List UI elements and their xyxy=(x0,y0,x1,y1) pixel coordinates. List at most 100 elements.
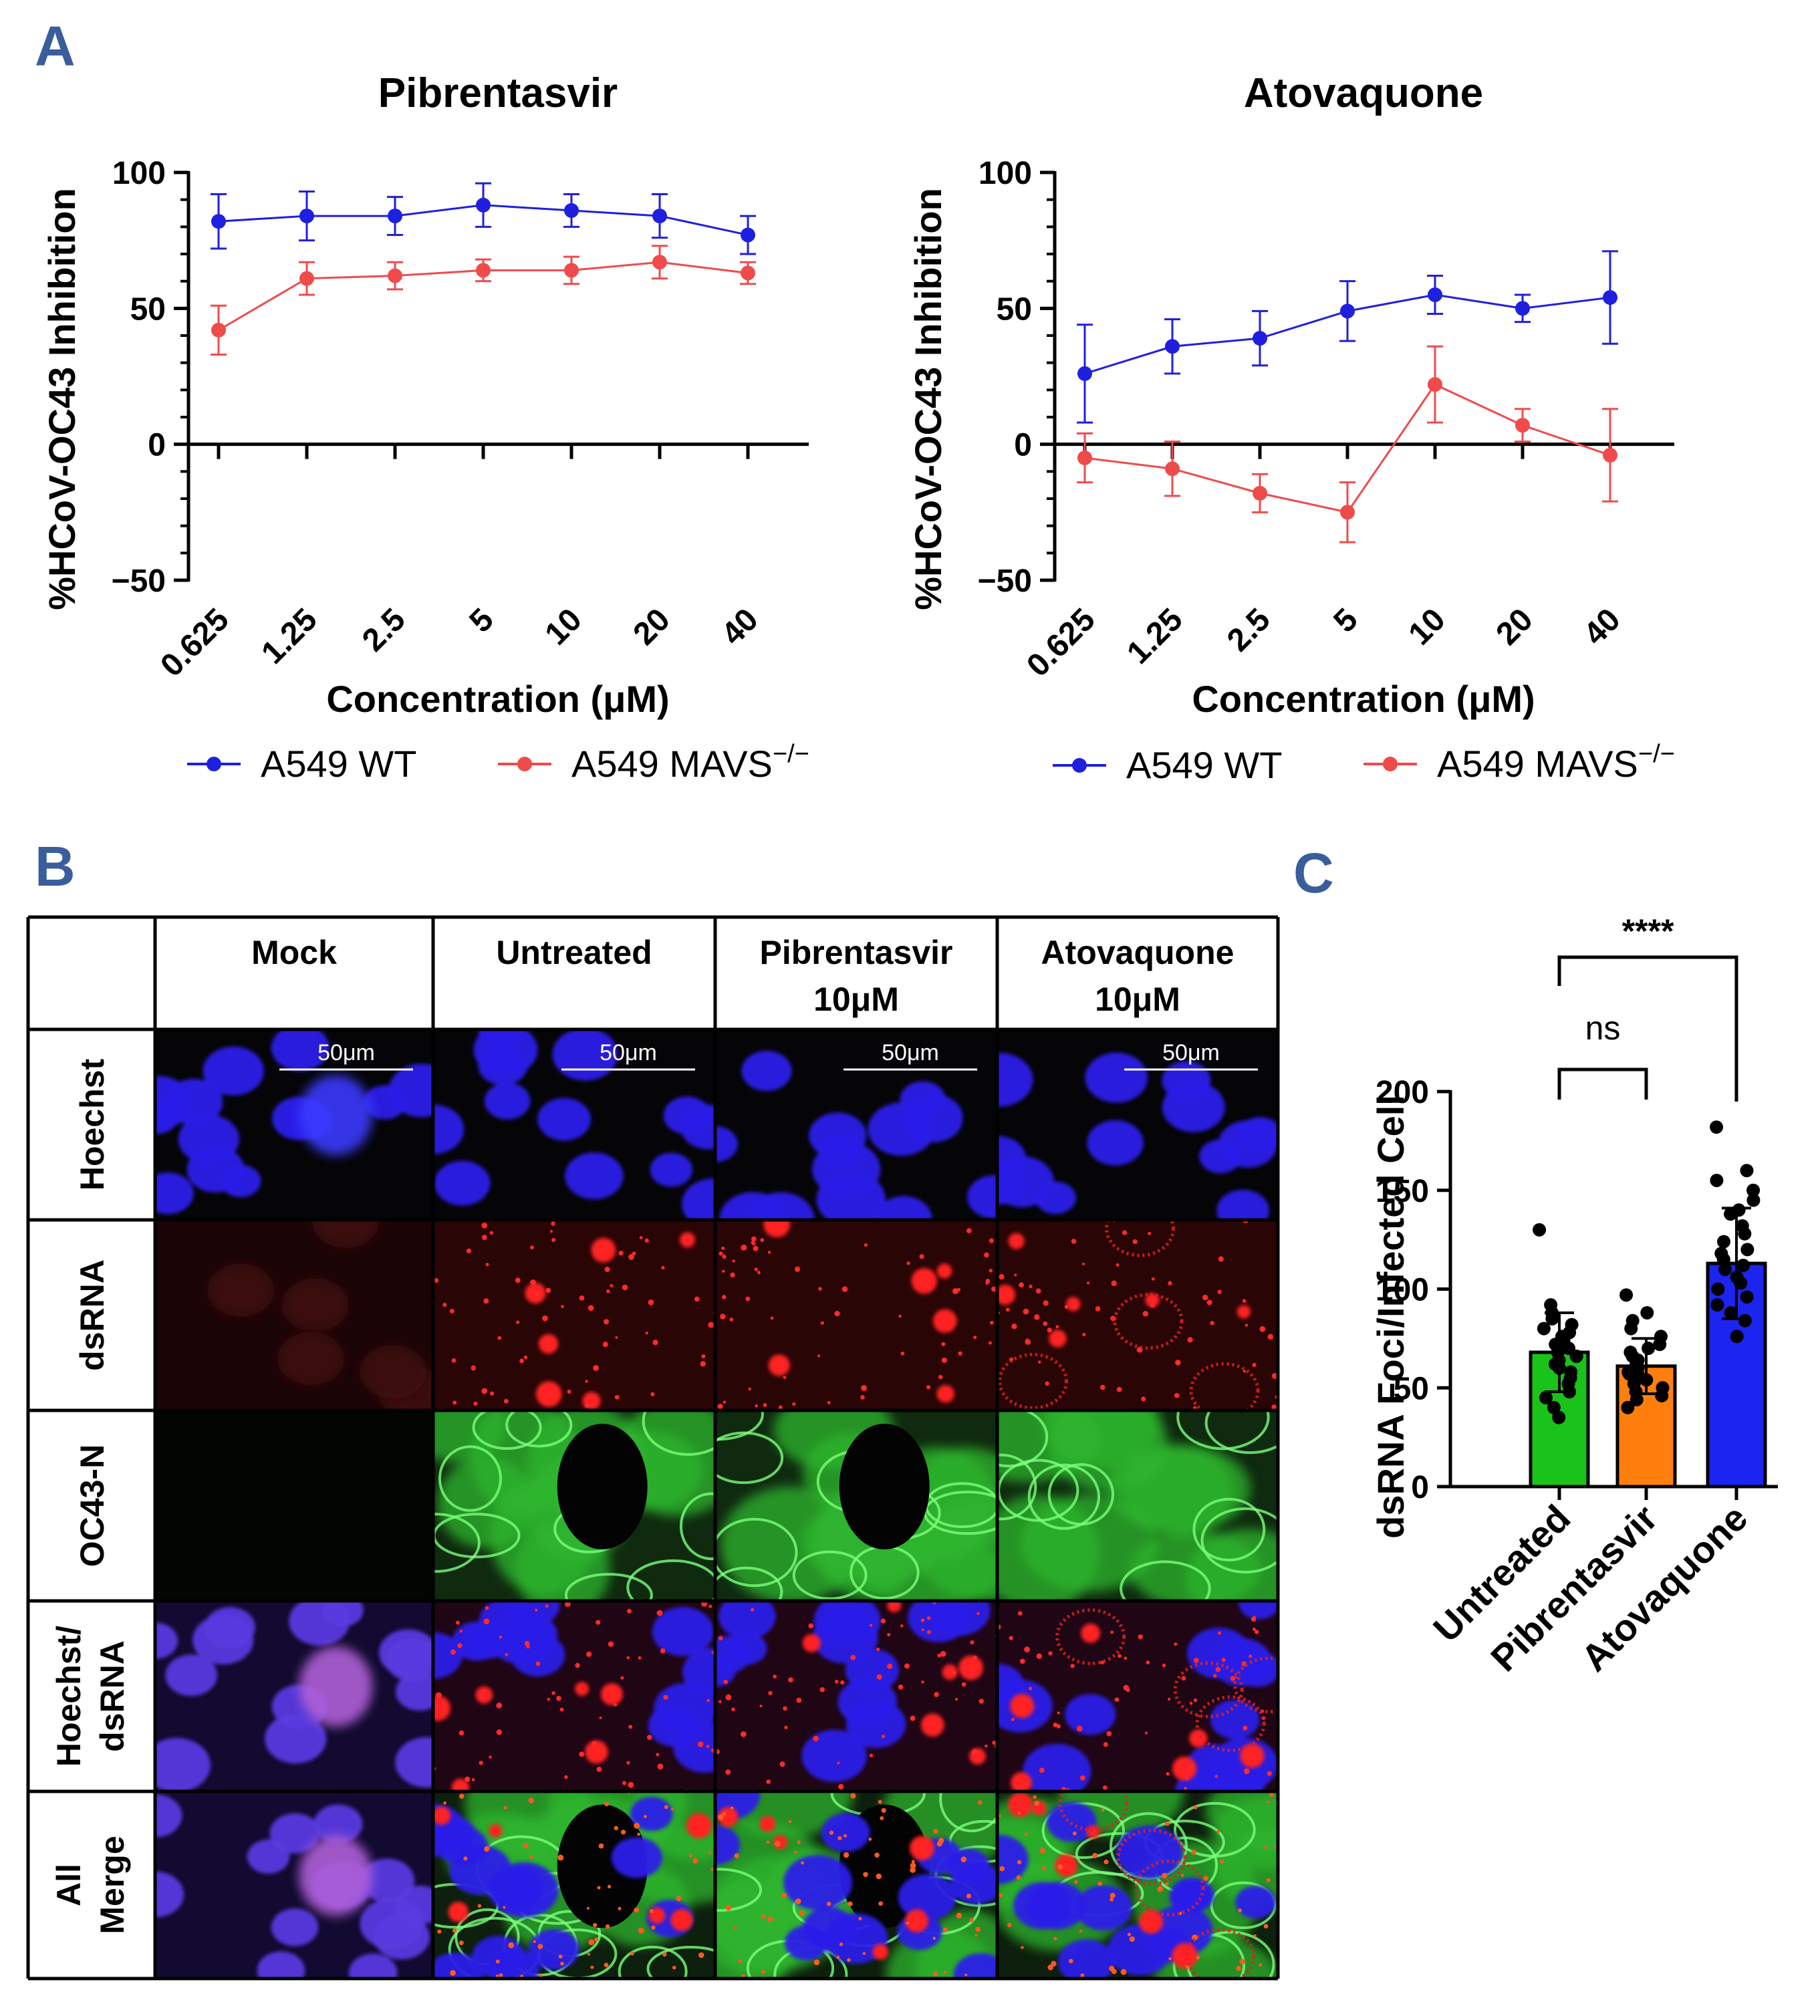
micrograph-image xyxy=(715,1791,997,1979)
x-tick-label: 10 xyxy=(539,602,589,652)
x-tick-label: 40 xyxy=(1577,602,1628,652)
data-point xyxy=(1710,1298,1724,1312)
x-tick-label: 2.5 xyxy=(1220,602,1277,658)
legend-marker-mavs xyxy=(1383,757,1398,771)
micrograph-image xyxy=(997,1220,1278,1410)
data-point xyxy=(1630,1392,1644,1406)
micrograph-image xyxy=(715,1029,997,1220)
chart-atovaquone: Atovaquone %HCoV-OC43 Inhibition Concent… xyxy=(907,70,1675,786)
data-point xyxy=(1537,1321,1551,1336)
data-point xyxy=(299,271,314,286)
data-point xyxy=(1077,451,1092,465)
data-point xyxy=(211,322,226,338)
x-axis-title: Concentration (μM) xyxy=(1192,678,1535,720)
significance-bracket xyxy=(1557,1067,1648,1100)
data-point xyxy=(1736,1259,1750,1273)
data-point xyxy=(1552,1410,1566,1424)
data-point xyxy=(741,265,755,281)
data-point xyxy=(1253,485,1267,501)
micrograph-image xyxy=(997,1029,1278,1220)
data-point xyxy=(1642,1342,1656,1356)
y-tick-label: 150 xyxy=(1376,1174,1429,1209)
panel-letter-a: A xyxy=(35,15,76,78)
legend-marker-mavs xyxy=(517,757,532,771)
scale-bar-label: 50μm xyxy=(317,1040,375,1065)
micrograph-image xyxy=(155,1029,433,1220)
x-tick-label: 1.25 xyxy=(1120,602,1190,671)
data-point xyxy=(652,255,667,270)
micrograph-grid: Mock Untreated Pibrentasvir 10μM Atovaquone 1… xyxy=(26,915,1280,1981)
micrograph-image xyxy=(997,1410,1278,1601)
y-tick-label: 100 xyxy=(112,156,166,191)
y-tick-label: 0 xyxy=(1411,1470,1429,1505)
x-tick-label: 5 xyxy=(463,602,500,639)
legend-label-wt: A549 WT xyxy=(1126,744,1282,786)
legend-label-wt: A549 WT xyxy=(261,743,416,785)
legend-marker-wt xyxy=(207,757,221,771)
data-point xyxy=(1165,339,1180,354)
scale-bar-label: 50μm xyxy=(600,1040,657,1065)
data-point xyxy=(1711,1282,1725,1296)
data-point xyxy=(1340,303,1355,319)
data-point xyxy=(1740,1243,1754,1257)
significance-label: ns xyxy=(1585,1009,1621,1047)
data-point xyxy=(1724,1207,1738,1221)
micrograph-image xyxy=(433,1029,715,1220)
y-tick-label: −50 xyxy=(978,563,1032,599)
data-point xyxy=(1547,1400,1561,1414)
data-point xyxy=(1746,1183,1761,1197)
data-point xyxy=(476,263,491,278)
micrograph-image xyxy=(715,1410,997,1601)
data-point xyxy=(1428,377,1442,392)
data-point xyxy=(1738,1227,1752,1241)
data-point xyxy=(1716,1253,1730,1267)
y-tick-label: 200 xyxy=(1376,1075,1429,1110)
column-header: Pibrentasvir xyxy=(759,934,952,971)
data-point xyxy=(1655,1389,1669,1403)
micrograph-image xyxy=(433,1220,715,1410)
row-header-sub: dsRNA xyxy=(94,1640,131,1752)
data-point xyxy=(1569,1349,1583,1363)
data-point xyxy=(564,263,579,278)
data-point xyxy=(652,209,667,224)
x-tick-label: 1.25 xyxy=(255,602,324,671)
column-header: Atovaquone xyxy=(1041,934,1234,971)
data-point xyxy=(1738,1313,1752,1328)
data-point xyxy=(1710,1120,1724,1134)
micrograph-image xyxy=(433,1601,715,1791)
y-tick-label: −50 xyxy=(112,563,166,599)
micrograph-image xyxy=(155,1220,433,1410)
scale-bar-label: 50μm xyxy=(1162,1040,1220,1065)
legend: A549 WT A549 MAVS−/− xyxy=(1053,740,1675,786)
data-point xyxy=(1428,287,1442,302)
row-header: dsRNA xyxy=(74,1259,111,1371)
micrograph-image xyxy=(715,1601,997,1791)
column-header-sub: 10μM xyxy=(813,981,899,1018)
chart-dsrna-foci: dsRNA Foci/Infected Cell 200150100500Unt… xyxy=(1370,912,1778,1679)
y-tick-label: 100 xyxy=(1376,1273,1429,1308)
data-point xyxy=(1603,290,1617,305)
data-point xyxy=(1624,1321,1638,1336)
y-axis-title: dsRNA Foci/Infected Cell xyxy=(1370,1095,1412,1539)
y-tick-label: 50 xyxy=(997,291,1032,327)
column-header: Mock xyxy=(251,934,337,971)
x-tick-label: 10 xyxy=(1402,602,1452,652)
x-tick-label: 20 xyxy=(627,602,677,652)
x-tick-label: 0.625 xyxy=(1020,602,1101,683)
column-header: Untreated xyxy=(496,934,652,971)
row-header: All xyxy=(50,1864,88,1906)
data-point xyxy=(1640,1305,1654,1319)
data-point xyxy=(1619,1288,1634,1302)
data-point xyxy=(1653,1338,1667,1352)
data-point xyxy=(741,227,755,243)
micrograph-image xyxy=(997,1791,1278,1979)
micrograph-image xyxy=(433,1410,715,1601)
column-header-sub: 10μM xyxy=(1095,981,1180,1018)
x-axis-title: Concentration (μM) xyxy=(326,678,669,720)
row-header: Hoechst/ xyxy=(50,1626,88,1767)
significance-label: **** xyxy=(1622,912,1674,950)
y-tick-label: 0 xyxy=(148,428,166,463)
data-point xyxy=(1340,505,1355,520)
micrograph-image xyxy=(715,1220,997,1410)
